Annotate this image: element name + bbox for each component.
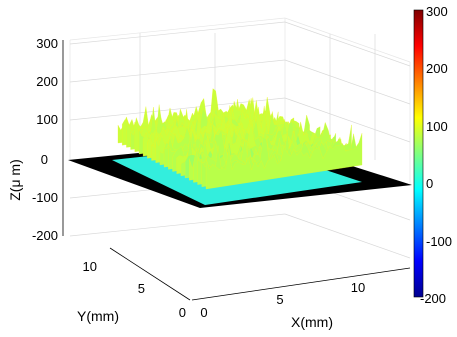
z-tick-label: 200 — [36, 74, 58, 89]
z-tick-label: -100 — [32, 190, 58, 205]
x-tick-label: 5 — [276, 292, 283, 307]
z-axis-label: Z(μ m) — [7, 159, 23, 201]
y-tick-label: 0 — [179, 305, 186, 320]
colorbar-tick-label: 200 — [426, 61, 448, 76]
y-tick-label: 5 — [138, 281, 145, 296]
colorbar: 300 200 100 0 -100 -200 — [413, 4, 452, 306]
x-axis-label: X(mm) — [291, 314, 333, 330]
x-axis-line — [191, 267, 411, 301]
x-tick-label: 0 — [200, 305, 207, 320]
z-axis: 300 200 100 0 -100 -200 Z(μ m) — [7, 36, 64, 243]
colorbar-gradient — [413, 9, 424, 298]
box-top-back-edge — [69, 17, 286, 41]
z-tick-label: 100 — [36, 112, 58, 127]
y-axis: 10 5 0 Y(mm) — [77, 247, 191, 324]
colorbar-tick-label: 100 — [426, 119, 448, 134]
colorbar-tick-label: 300 — [426, 4, 448, 19]
grid-line-right-wall — [284, 59, 411, 105]
grid-line-right-wall — [284, 21, 411, 67]
rough-surface — [117, 88, 363, 190]
surface-strip — [205, 133, 363, 190]
z-tick-label: -200 — [32, 228, 58, 243]
grid-line-back-wall — [69, 213, 286, 237]
x-tick-label: 10 — [351, 280, 365, 295]
colorbar-tick-label: -100 — [426, 234, 452, 249]
x-axis: 0 5 10 X(mm) — [191, 267, 411, 330]
grid-line-right-wall — [284, 97, 411, 143]
y-tick-label: 10 — [83, 259, 97, 274]
box-top-right-edge — [284, 17, 411, 63]
grid-line-back-wall — [69, 21, 286, 45]
colorbar-tick-label: 0 — [426, 176, 433, 191]
grid-line-right-wall — [284, 213, 411, 259]
z-tick-label: 0 — [41, 152, 48, 167]
y-axis-label: Y(mm) — [77, 308, 119, 324]
colorbar-tick-label: -200 — [420, 291, 446, 306]
z-tick-label: 300 — [36, 36, 58, 51]
y-axis-line — [109, 247, 191, 301]
grid-line-back-wall — [69, 59, 286, 83]
